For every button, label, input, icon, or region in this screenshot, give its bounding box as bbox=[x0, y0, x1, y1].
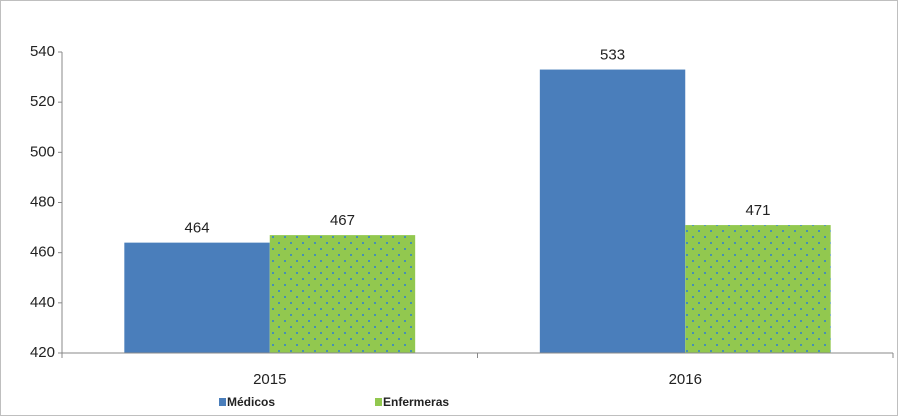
x-tick-label: 2015 bbox=[253, 371, 286, 388]
data-label: 471 bbox=[745, 202, 770, 219]
y-tick-label: 420 bbox=[30, 344, 55, 361]
y-tick-label: 500 bbox=[30, 143, 55, 160]
legend-label: Enfermeras bbox=[383, 395, 449, 409]
bar bbox=[685, 225, 831, 353]
y-tick-label: 540 bbox=[30, 43, 55, 60]
y-tick-label: 480 bbox=[30, 193, 55, 210]
data-label: 464 bbox=[185, 220, 210, 237]
x-tick-label: 2016 bbox=[669, 371, 702, 388]
data-label: 533 bbox=[600, 47, 625, 64]
y-tick-label: 520 bbox=[30, 93, 55, 110]
y-tick-label: 460 bbox=[30, 244, 55, 261]
y-tick-label: 440 bbox=[30, 294, 55, 311]
legend-swatch bbox=[219, 398, 226, 406]
bar bbox=[539, 69, 686, 353]
legend-label: Médicos bbox=[227, 395, 275, 409]
bar bbox=[124, 242, 270, 353]
legend-swatch bbox=[375, 398, 382, 406]
data-label: 467 bbox=[330, 212, 355, 229]
bar bbox=[269, 235, 416, 353]
